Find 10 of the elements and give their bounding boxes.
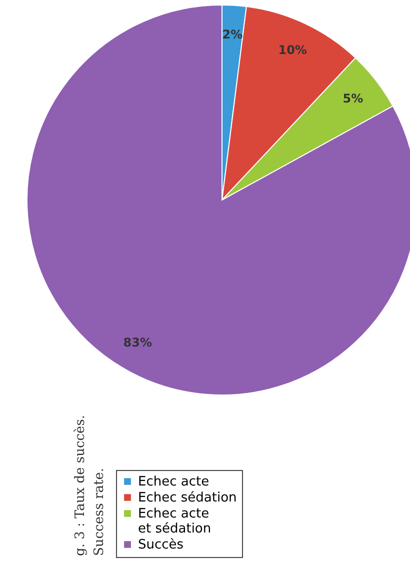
text: g. 3 : Taux de succès. [73, 414, 88, 556]
legend-label: Echec acte [138, 474, 210, 490]
data-label: 83% [123, 336, 152, 350]
legend-label: Echec sédation [138, 490, 237, 506]
data-label: 2% [222, 28, 243, 42]
text: Success rate. [92, 468, 107, 556]
data-label: 10% [278, 43, 307, 58]
legend-label: Succès [138, 538, 184, 552]
data-label: 5% [342, 91, 364, 106]
legend-label: Echec acte et sédation [138, 506, 212, 536]
